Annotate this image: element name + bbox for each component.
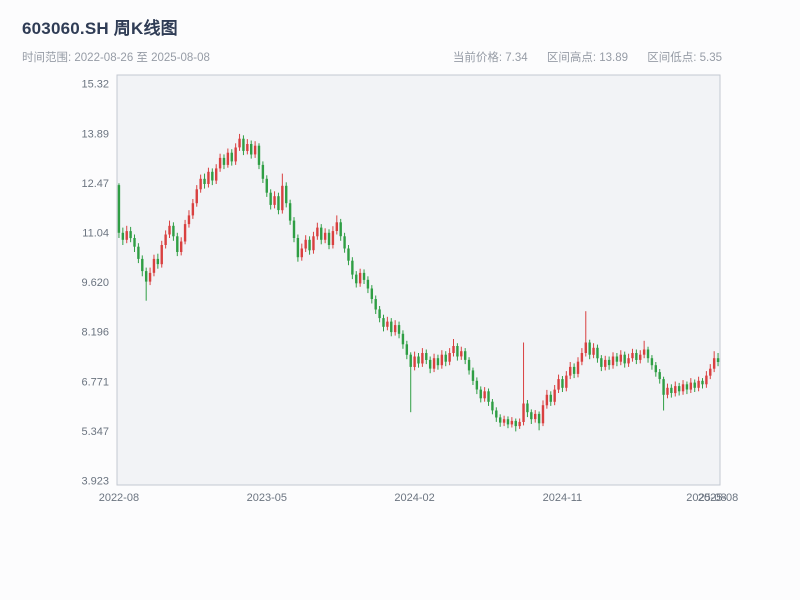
range-low-label: 区间低点: 5.35 (647, 52, 722, 64)
svg-text:11.04: 11.04 (82, 228, 109, 240)
page-title: 603060.SH 周K线图 (22, 19, 178, 38)
svg-text:6.771: 6.771 (81, 376, 109, 388)
time-range-label: 时间范围: 2022-08-26 至 2025-08-08 (22, 52, 210, 64)
svg-text:5.347: 5.347 (81, 426, 109, 438)
svg-text:9.620: 9.620 (81, 277, 109, 289)
svg-text:3.923: 3.923 (81, 476, 109, 488)
current-price-label: 当前价格: 7.34 (452, 52, 528, 64)
range-high-label: 区间高点: 13.89 (546, 52, 629, 64)
svg-text:2023-05: 2023-05 (247, 492, 287, 504)
svg-text:8.196: 8.196 (81, 327, 109, 339)
svg-text:2025-08: 2025-08 (698, 492, 738, 504)
svg-text:12.47: 12.47 (81, 178, 109, 190)
svg-text:15.32: 15.32 (81, 79, 109, 91)
svg-text:2024-11: 2024-11 (543, 492, 583, 504)
svg-text:13.89: 13.89 (81, 128, 109, 140)
svg-text:2022-08: 2022-08 (99, 492, 139, 504)
svg-text:2025-08: 2025-08 (686, 492, 726, 504)
price-stats: 当前价格: 7.34 区间高点: 13.89 区间低点: 5.35 (437, 49, 722, 65)
svg-text:2024-02: 2024-02 (394, 492, 434, 504)
chart-subheader: 时间范围: 2022-08-26 至 2025-08-08 当前价格: 7.34… (22, 49, 722, 65)
